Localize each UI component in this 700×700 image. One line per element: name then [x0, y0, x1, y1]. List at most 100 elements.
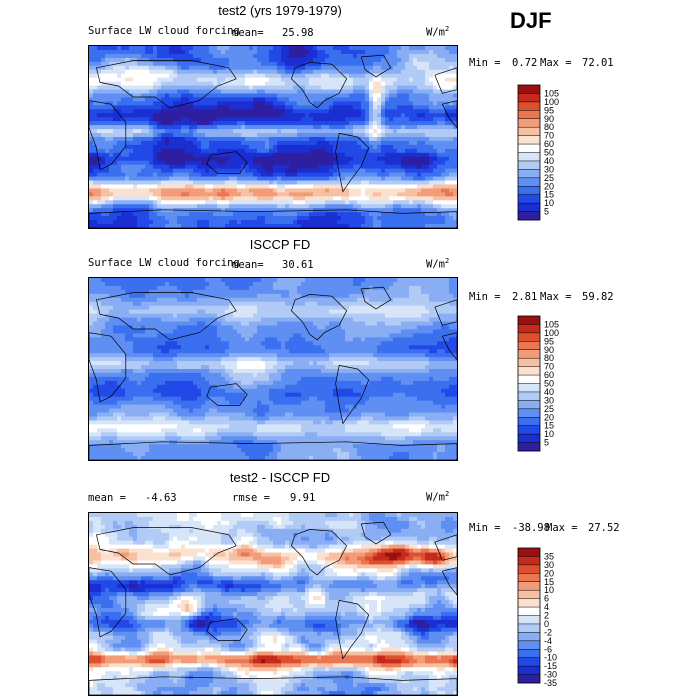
min-value: 2.81 — [512, 291, 538, 303]
colorbar-swatch — [518, 391, 540, 401]
coastlines — [89, 521, 457, 695]
colorbar-swatch — [518, 101, 540, 111]
colorbar-swatch — [518, 615, 540, 625]
panel-title: test2 (yrs 1979-1979) — [218, 3, 342, 18]
colorbar-tick-label: 20 — [544, 412, 554, 422]
map-field — [89, 513, 457, 695]
colorbar-swatch — [518, 649, 540, 658]
colorbar-tick-label: 40 — [544, 387, 554, 397]
colorbar-swatch — [518, 332, 540, 342]
units-label: W/m2 — [426, 490, 450, 504]
colorbar-tick-label: 10 — [544, 198, 554, 208]
colorbar-swatch — [518, 358, 540, 367]
colorbar-tick-label: 15 — [544, 190, 554, 200]
colorbar-tick-label: 20 — [544, 181, 554, 191]
mean-label: mean= — [232, 27, 264, 39]
colorbar-swatch — [518, 632, 540, 642]
min-value: -38.98 — [512, 522, 550, 534]
colorbar-tick-label: 5 — [544, 438, 549, 448]
colorbar-tick-label: 30 — [544, 560, 554, 570]
colorbar-swatch — [518, 640, 540, 650]
colorbar-swatch — [518, 442, 540, 452]
field-cells — [89, 513, 457, 695]
colorbar-swatch — [518, 408, 540, 418]
max-value: 72.01 — [582, 57, 614, 69]
min-label: Min = — [469, 522, 501, 534]
max-value: 27.52 — [588, 522, 620, 534]
colorbar-tick-label: 15 — [544, 421, 554, 431]
colorbar-swatch — [518, 434, 540, 443]
colorbar-tick-label: 90 — [544, 345, 554, 355]
colorbar-swatch — [518, 607, 540, 616]
map-field — [89, 278, 457, 460]
colorbar-swatch — [518, 383, 540, 393]
max-label: Max = — [540, 291, 572, 303]
colorbar-tick-label: 2 — [544, 611, 549, 621]
colorbar-tick-label: 100 — [544, 97, 559, 107]
colorbar-swatch — [518, 573, 540, 583]
colorbar-tick-label: -6 — [544, 644, 552, 654]
colorbar-tick-label: 25 — [544, 404, 554, 414]
colorbar-swatch — [518, 211, 540, 221]
mean-label: mean = — [88, 492, 126, 504]
colorbar-swatch — [518, 375, 540, 384]
colorbar-swatch — [518, 316, 540, 325]
colorbar-tick-label: -35 — [544, 678, 557, 688]
colorbar-swatch — [518, 674, 540, 684]
max-value: 59.82 — [582, 291, 614, 303]
colorbar-swatch — [518, 110, 540, 120]
map-plot — [88, 512, 458, 696]
colorbar-tick-label: 105 — [544, 88, 559, 98]
colorbar-tick-label: 30 — [544, 164, 554, 174]
map-field — [89, 46, 457, 228]
colorbar-tick-label: -4 — [544, 636, 552, 646]
colorbar-tick-label: 10 — [544, 585, 554, 595]
colorbar-swatch — [518, 177, 540, 187]
colorbar-tick-label: 4 — [544, 602, 549, 612]
colorbar-tick-label: 50 — [544, 379, 554, 389]
colorbar-tick-label: 25 — [544, 173, 554, 183]
colorbar-swatch — [518, 417, 540, 426]
mean-value: 25.98 — [282, 27, 314, 39]
colorbar-swatch — [518, 623, 540, 633]
rmse-label: rmse = — [232, 492, 270, 504]
colorbar-swatch — [518, 324, 540, 334]
colorbar-tick-label: 70 — [544, 362, 554, 372]
colorbar-tick-label: 80 — [544, 122, 554, 132]
map-plot — [88, 45, 458, 229]
colorbar-swatch — [518, 152, 540, 162]
colorbar-swatch — [518, 590, 540, 599]
units-label: W/m2 — [426, 25, 450, 39]
colorbar-tick-label: 95 — [544, 336, 554, 346]
colorbar-swatch — [518, 135, 540, 145]
colorbar-swatch — [518, 93, 540, 103]
colorbar-tick-label: 100 — [544, 328, 559, 338]
colorbar-swatch — [518, 666, 540, 675]
colorbar-tick-label: 105 — [544, 319, 559, 329]
field-cells — [89, 278, 457, 460]
colorbar-tick-label: 10 — [544, 429, 554, 439]
max-label: Max = — [540, 57, 572, 69]
colorbar-tick-label: -10 — [544, 653, 557, 663]
mean-value: -4.63 — [145, 492, 177, 504]
colorbar-swatch — [518, 598, 540, 608]
colorbar-swatch — [518, 203, 540, 212]
colorbar-tick-label: -2 — [544, 627, 552, 637]
colorbar: 105 100 95 90 80 70 60 50 40 30 25 20 15 10 5 — [517, 314, 598, 459]
colorbar-tick-label: 60 — [544, 370, 554, 380]
colorbar-tick-label: 5 — [544, 207, 549, 217]
colorbar-tick-label: 20 — [544, 568, 554, 578]
mean-value: 30.61 — [282, 259, 314, 271]
panel-title: ISCCP FD — [249, 237, 311, 252]
colorbar-tick-label: 0 — [544, 619, 549, 629]
colorbar-swatch — [518, 425, 540, 435]
colorbar-swatch — [518, 657, 540, 667]
colorbar-tick-label: -30 — [544, 670, 557, 680]
colorbar-swatch — [518, 144, 540, 153]
colorbar-tick-label: 70 — [544, 131, 554, 141]
colorbar: 105 100 95 90 80 70 60 50 40 30 25 20 15 10 5 — [517, 83, 598, 228]
coastlines — [89, 54, 457, 228]
